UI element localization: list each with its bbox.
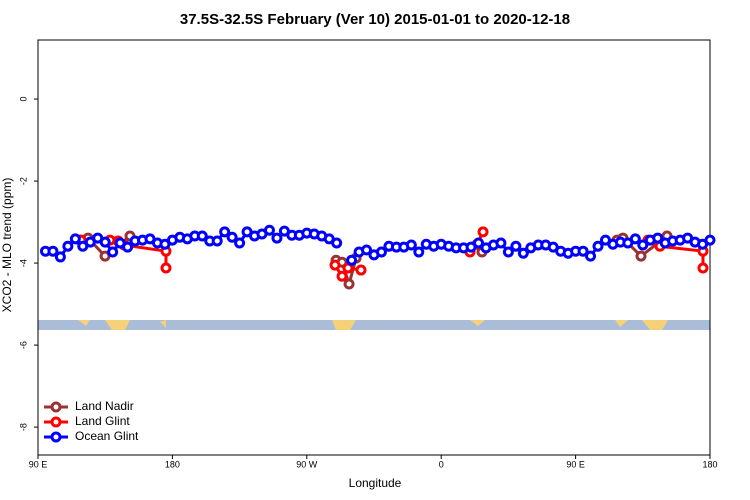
x-axis-label: Longitude: [349, 476, 402, 490]
point: [477, 226, 489, 238]
point: [502, 246, 514, 258]
point: [577, 245, 589, 257]
point: [361, 244, 373, 256]
point: [635, 250, 647, 262]
point: [160, 262, 172, 274]
point: [196, 230, 208, 242]
point: [405, 239, 417, 251]
y-tick-label: -2: [18, 177, 28, 185]
point: [346, 254, 358, 266]
point: [510, 240, 522, 252]
point: [413, 246, 425, 258]
point: [652, 232, 664, 244]
point: [343, 278, 355, 290]
legend-marker: [50, 431, 62, 443]
point: [263, 224, 275, 236]
y-tick-label: -4: [18, 259, 28, 267]
point: [375, 246, 387, 258]
point: [107, 246, 119, 258]
plot-frame: [37, 39, 711, 456]
point: [99, 236, 111, 248]
point: [704, 234, 716, 246]
legend-marker: [50, 401, 62, 413]
x-tick-label: 90 E: [566, 459, 585, 469]
land-strip: [38, 320, 710, 330]
y-axis-label: XCO2 - MLO trend (ppm): [0, 178, 14, 313]
point: [69, 233, 81, 245]
legend-label: Ocean Glint: [75, 429, 139, 443]
x-tick-label: 0: [439, 459, 444, 469]
point: [122, 241, 134, 253]
point: [517, 247, 529, 259]
point: [234, 237, 246, 249]
point: [585, 250, 597, 262]
x-tick-label: 180: [165, 459, 180, 469]
chart-title: 37.5S-32.5S February (Ver 10) 2015-01-01…: [180, 11, 570, 28]
point: [331, 237, 343, 249]
legend-label: Land Nadir: [75, 399, 134, 413]
x-tick-label: 90 W: [296, 459, 318, 469]
point: [329, 259, 341, 271]
point: [637, 239, 649, 251]
point: [697, 262, 709, 274]
point: [355, 264, 367, 276]
point: [473, 237, 485, 249]
y-tick-label: 0: [18, 97, 28, 102]
point: [62, 240, 74, 252]
y-tick-label: -8: [18, 423, 28, 431]
legend-marker: [50, 416, 62, 428]
x-tick-label: 90 E: [29, 459, 48, 469]
point: [592, 240, 604, 252]
point: [219, 226, 231, 238]
point: [47, 245, 59, 257]
point: [495, 237, 507, 249]
legend-label: Land Glint: [75, 414, 130, 428]
point: [271, 232, 283, 244]
y-tick-label: -6: [18, 341, 28, 349]
point: [629, 233, 641, 245]
point: [336, 270, 348, 282]
x-tick-label: 180: [702, 459, 717, 469]
point: [211, 235, 223, 247]
point: [54, 251, 66, 263]
point: [226, 231, 238, 243]
